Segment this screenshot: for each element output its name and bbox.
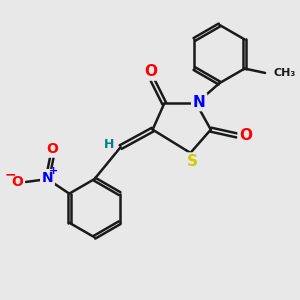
Text: CH₃: CH₃ xyxy=(273,68,296,78)
Text: −: − xyxy=(5,168,16,182)
Text: O: O xyxy=(46,142,58,156)
Text: O: O xyxy=(145,64,158,79)
Text: H: H xyxy=(104,138,114,151)
Text: S: S xyxy=(186,154,197,169)
Text: O: O xyxy=(12,175,23,189)
Text: O: O xyxy=(239,128,252,143)
Text: N: N xyxy=(42,171,53,184)
Text: N: N xyxy=(193,94,206,110)
Text: +: + xyxy=(49,166,58,176)
